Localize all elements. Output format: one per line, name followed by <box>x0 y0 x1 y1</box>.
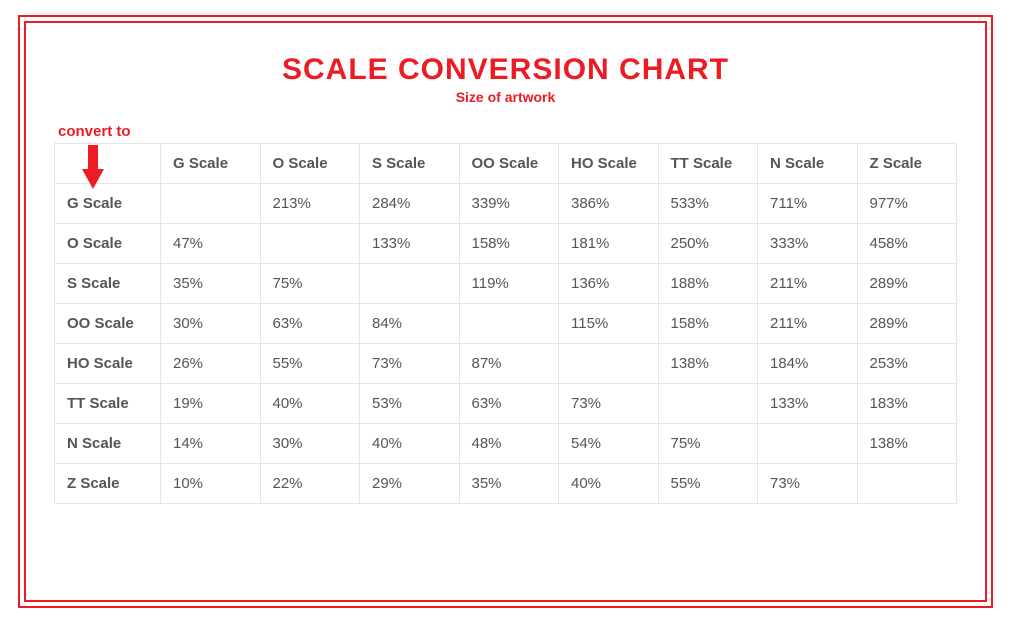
table-row: OO Scale30%63%84% 115%158%211%289% <box>55 304 957 344</box>
convert-to-label: convert to <box>58 123 131 140</box>
table-cell: 458% <box>857 224 957 264</box>
outer-border: SCALE CONVERSION CHART Size of artwork c… <box>18 15 993 608</box>
table-cell <box>260 224 360 264</box>
table-cell: 289% <box>857 304 957 344</box>
table-cell: 158% <box>459 224 559 264</box>
table-cell: 115% <box>559 304 659 344</box>
table-cell <box>161 184 261 224</box>
table-row: N Scale14%30%40%48%54%75% 138% <box>55 424 957 464</box>
column-header: O Scale <box>260 144 360 184</box>
table-cell <box>658 384 758 424</box>
table-cell: 339% <box>459 184 559 224</box>
table-cell: 138% <box>857 424 957 464</box>
row-header: HO Scale <box>55 344 161 384</box>
table-cell: 133% <box>758 384 858 424</box>
table-cell: 10% <box>161 464 261 504</box>
table-cell: 47% <box>161 224 261 264</box>
table-cell: 53% <box>360 384 460 424</box>
table-cell: 40% <box>360 424 460 464</box>
table-row: O Scale47% 133%158%181%250%333%458% <box>55 224 957 264</box>
table-cell: 133% <box>360 224 460 264</box>
table-cell: 55% <box>260 344 360 384</box>
table-cell: 711% <box>758 184 858 224</box>
table-cell: 26% <box>161 344 261 384</box>
table-cell: 35% <box>459 464 559 504</box>
table-cell: 158% <box>658 304 758 344</box>
table-cell: 48% <box>459 424 559 464</box>
table-cell: 40% <box>559 464 659 504</box>
table-cell: 250% <box>658 224 758 264</box>
table-cell: 119% <box>459 264 559 304</box>
table-cell <box>559 344 659 384</box>
table-corner-cell <box>55 144 161 184</box>
chart-title: SCALE CONVERSION CHART <box>54 53 957 87</box>
table-cell: 75% <box>260 264 360 304</box>
column-header: N Scale <box>758 144 858 184</box>
table-cell: 136% <box>559 264 659 304</box>
table-cell: 211% <box>758 264 858 304</box>
table-cell: 40% <box>260 384 360 424</box>
table-row: Z Scale10%22%29%35%40%55%73% <box>55 464 957 504</box>
table-cell: 54% <box>559 424 659 464</box>
row-header: O Scale <box>55 224 161 264</box>
table-cell: 213% <box>260 184 360 224</box>
table-cell: 333% <box>758 224 858 264</box>
table-cell: 19% <box>161 384 261 424</box>
table-cell: 73% <box>559 384 659 424</box>
table-cell: 29% <box>360 464 460 504</box>
table-cell <box>459 304 559 344</box>
table-row: S Scale35%75% 119%136%188%211%289% <box>55 264 957 304</box>
row-header: TT Scale <box>55 384 161 424</box>
table-cell: 75% <box>658 424 758 464</box>
chart-subtitle: Size of artwork <box>54 89 957 105</box>
row-header: Z Scale <box>55 464 161 504</box>
table-cell: 73% <box>758 464 858 504</box>
table-cell: 73% <box>360 344 460 384</box>
table-cell: 84% <box>360 304 460 344</box>
table-cell: 533% <box>658 184 758 224</box>
table-body: G Scale213%284%339%386%533%711%977%O Sca… <box>55 184 957 504</box>
column-header: TT Scale <box>658 144 758 184</box>
table-cell <box>360 264 460 304</box>
inner-border: SCALE CONVERSION CHART Size of artwork c… <box>24 21 987 602</box>
down-arrow-icon <box>82 145 104 189</box>
column-header: OO Scale <box>459 144 559 184</box>
table-cell <box>857 464 957 504</box>
table-cell: 184% <box>758 344 858 384</box>
table-cell: 183% <box>857 384 957 424</box>
table-header-row: G Scale O Scale S Scale OO Scale HO Scal… <box>55 144 957 184</box>
table-cell: 30% <box>161 304 261 344</box>
table-cell: 30% <box>260 424 360 464</box>
table-cell: 284% <box>360 184 460 224</box>
row-header: G Scale <box>55 184 161 224</box>
column-header: G Scale <box>161 144 261 184</box>
column-header: S Scale <box>360 144 460 184</box>
table-cell: 386% <box>559 184 659 224</box>
table-cell: 22% <box>260 464 360 504</box>
table-cell: 138% <box>658 344 758 384</box>
table-cell: 87% <box>459 344 559 384</box>
table-cell: 181% <box>559 224 659 264</box>
row-header: N Scale <box>55 424 161 464</box>
table-cell: 63% <box>260 304 360 344</box>
table-cell: 289% <box>857 264 957 304</box>
table-cell: 211% <box>758 304 858 344</box>
table-cell: 253% <box>857 344 957 384</box>
table-row: TT Scale19%40%53%63%73% 133%183% <box>55 384 957 424</box>
table-cell <box>758 424 858 464</box>
table-cell: 55% <box>658 464 758 504</box>
table-cell: 63% <box>459 384 559 424</box>
row-header: OO Scale <box>55 304 161 344</box>
table-cell: 14% <box>161 424 261 464</box>
conversion-table: G Scale O Scale S Scale OO Scale HO Scal… <box>54 143 957 504</box>
table-row: G Scale 213%284%339%386%533%711%977% <box>55 184 957 224</box>
row-header: S Scale <box>55 264 161 304</box>
column-header: HO Scale <box>559 144 659 184</box>
table-row: HO Scale26%55%73%87% 138%184%253% <box>55 344 957 384</box>
table-cell: 35% <box>161 264 261 304</box>
table-cell: 188% <box>658 264 758 304</box>
column-header: Z Scale <box>857 144 957 184</box>
table-cell: 977% <box>857 184 957 224</box>
